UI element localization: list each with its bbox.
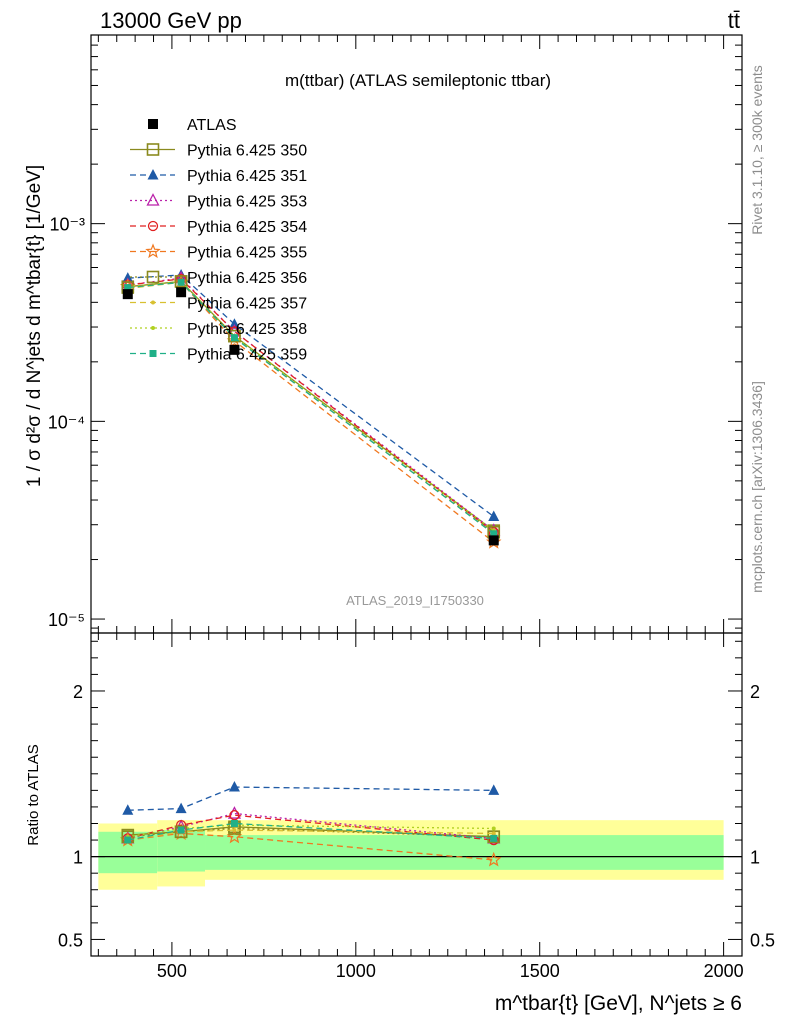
ratio-point-4-1 — [173, 825, 189, 841]
ratio-ytick-label-1: 1 — [73, 848, 83, 868]
legend: ATLAS Pythia 6.425 350 Pythia 6.425 351 Pyt… — [130, 117, 307, 364]
ratio-ytick-label-2: 2 — [73, 682, 83, 702]
main-point-1-2 — [228, 318, 240, 329]
legend-marker-8 — [149, 350, 157, 357]
ratio-ytick-label-right-1: 1 — [750, 848, 760, 868]
ratio-series-line-5 — [127, 827, 494, 838]
ratio-point-1-1 — [175, 802, 187, 814]
ratio-series-line-0 — [127, 826, 494, 838]
main-series-line-6 — [127, 281, 495, 535]
rivet-label: Rivet 3.1.10, ≥ 300k events — [749, 65, 765, 235]
main-point-8-2 — [230, 334, 238, 342]
legend-label-8: Pythia 6.425 359 — [187, 347, 307, 364]
mcplots-label: mcplots.cern.ch [arXiv:1306.3436] — [749, 381, 765, 593]
legend-label-4: Pythia 6.425 355 — [187, 245, 307, 262]
ratio-series-line-8 — [127, 822, 494, 841]
ratio-point-6-3 — [491, 831, 496, 836]
legend-marker-1 — [147, 169, 159, 180]
legend-label-atlas: ATLAS — [187, 117, 237, 134]
ratio-y-axis-label: Ratio to ATLAS — [25, 744, 42, 845]
ratio-frame — [90, 632, 743, 957]
main-point-1-3 — [488, 510, 500, 522]
header-right: tt̄ — [728, 8, 740, 33]
ratio-series-line-6 — [127, 829, 494, 841]
main-series-layer — [120, 268, 502, 549]
ratio-point-5-3 — [487, 830, 501, 844]
main-y-axis-label: 1 / σ d²σ / d N^jets d m^tbar{t} [1/GeV] — [24, 165, 45, 487]
ratio-series-line-1 — [127, 786, 494, 811]
atlas-data-point-2 — [229, 344, 240, 355]
legend-marker-7 — [151, 326, 155, 330]
xtick-label-1: 1000 — [336, 961, 376, 981]
ratio-point-1-0 — [122, 804, 134, 815]
legend-label-5: Pythia 6.425 356 — [187, 270, 307, 287]
header-left: 13000 GeV pp — [100, 8, 242, 33]
main-point-8-0 — [124, 284, 132, 292]
ratio-point-4-3 — [485, 851, 502, 867]
atlas-data-point-1 — [176, 287, 187, 298]
atlas-data-point-3 — [488, 535, 499, 546]
ratio-series-line-3 — [127, 814, 494, 841]
ratio-uncertainty-bands — [91, 820, 742, 890]
xtick-label-3: 2000 — [704, 961, 744, 981]
ratio-point-8-3 — [490, 834, 498, 842]
ratio-point-3-2 — [229, 810, 240, 821]
ratio-point-8-2 — [230, 819, 238, 827]
main-series-line-0 — [127, 280, 495, 532]
main-ytick-label-2: 10⁻³ — [49, 215, 85, 235]
ratio-point-1-2 — [228, 781, 240, 792]
legend-marker-2 — [146, 193, 160, 206]
atlas-data-point-0 — [122, 289, 133, 300]
axes-layer: 10⁻⁵ 10⁻⁴ 10⁻³ 500 1000 1500 2000 0.5 0.5 1 1 2 2 — [48, 34, 775, 981]
watermark: ATLAS_2019_I1750330 — [346, 593, 484, 608]
legend-label-7: Pythia 6.425 358 — [187, 321, 307, 338]
legend-label-0: Pythia 6.425 350 — [187, 143, 307, 160]
legend-label-6: Pythia 6.425 357 — [187, 296, 307, 313]
ratio-point-1-3 — [488, 784, 500, 795]
main-ytick-label-1: 10⁻⁴ — [48, 412, 85, 432]
main-series-line-5 — [127, 280, 495, 533]
ratio-point-8-1 — [177, 826, 185, 834]
main-series-line-1 — [127, 274, 495, 518]
main-ytick-label-0: 10⁻⁵ — [48, 610, 85, 630]
xtick-label-0: 500 — [157, 961, 187, 981]
ratio-ytick-label-right-2: 2 — [750, 682, 760, 702]
ratio-series-layer — [120, 781, 502, 867]
legend-label-1: Pythia 6.425 351 — [187, 168, 307, 185]
ratio-point-6-2 — [232, 828, 237, 833]
main-series-line-8 — [127, 281, 495, 535]
band-inner-2 — [205, 835, 724, 870]
main-series-line-4 — [127, 281, 495, 543]
main-series-line-7 — [127, 280, 495, 532]
legend-marker-3 — [147, 220, 159, 232]
main-point-1-0 — [122, 272, 134, 283]
main-series-line-2 — [127, 277, 495, 532]
main-point-8-1 — [177, 278, 185, 286]
ratio-point-7-3 — [491, 826, 496, 831]
main-series-line-3 — [127, 278, 495, 533]
legend-marker-4 — [145, 243, 161, 259]
ratio-point-2-2 — [227, 806, 242, 819]
legend-marker-5 — [146, 270, 160, 284]
ratio-ytick-label-0: 0.5 — [58, 930, 83, 950]
ratio-series-line-4 — [127, 832, 494, 861]
ratio-ytick-label-right-0: 0.5 — [750, 930, 775, 950]
main-title: m(ttbar) (ATLAS semileptonic ttbar) — [285, 71, 551, 90]
main-point-5-2 — [228, 329, 241, 343]
main-point-8-3 — [490, 530, 498, 538]
x-axis-label: m^tbar{t} [GeV], N^jets ≥ 6 — [495, 992, 742, 1015]
legend-label-3: Pythia 6.425 354 — [187, 219, 307, 236]
main-point-5-1 — [174, 275, 188, 288]
xtick-label-2: 1500 — [520, 961, 560, 981]
legend-label-2: Pythia 6.425 353 — [187, 194, 307, 211]
ratio-point-8-0 — [124, 836, 132, 844]
legend-marker-atlas — [148, 119, 158, 129]
legend-marker-0 — [146, 143, 160, 156]
legend-marker-6 — [151, 300, 155, 305]
ratio-point-5-1 — [174, 825, 188, 839]
